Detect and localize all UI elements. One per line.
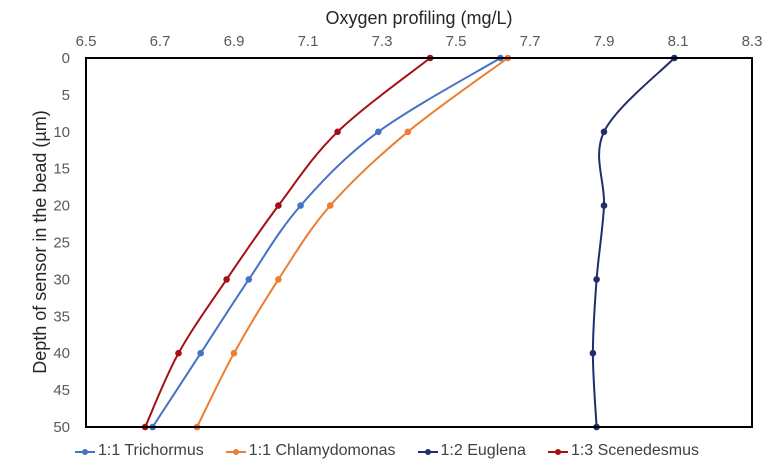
x-tick-label: 6.9 — [224, 33, 245, 50]
series-1-2-euglena — [589, 54, 678, 431]
x-tick-label: 8.3 — [742, 33, 763, 50]
y-tick-label: 35 — [53, 308, 70, 325]
y-axis-title: Depth of sensor in the bead (µm) — [30, 110, 50, 374]
data-point-1-3-scenedesmus — [275, 202, 282, 209]
x-axis-ticks: 6.5 6.7 6.9 7.1 7.3 7.5 7.7 7.9 8.1 8.3 — [76, 33, 763, 50]
data-point-1-2-euglena — [589, 349, 597, 357]
y-tick-label: 40 — [53, 345, 70, 362]
legend-line-marker-icon — [417, 445, 438, 457]
legend-item: 1:2 Euglena — [417, 440, 526, 461]
legend: 1:1 Trichormus 1:1 Chlamydomonas 1:2 Eugle… — [0, 440, 774, 461]
data-point-1-1-trichormus — [245, 276, 253, 283]
legend-item: 1:1 Trichormus — [74, 440, 204, 461]
legend-line-marker-icon — [547, 445, 568, 457]
series-1-3-scenedesmus — [141, 54, 434, 431]
x-tick-label: 7.1 — [298, 33, 319, 50]
x-axis-title: Oxygen profiling (mg/L) — [325, 8, 512, 28]
data-point-1-2-euglena — [593, 276, 600, 283]
data-point-1-3-scenedesmus — [223, 276, 230, 283]
data-point-1-3-scenedesmus — [334, 128, 341, 136]
y-tick-label: 25 — [53, 235, 70, 252]
data-point-1-2-euglena — [600, 202, 608, 209]
series-layer — [141, 54, 678, 431]
series-1-1-trichormus — [149, 54, 504, 431]
y-tick-label: 50 — [53, 419, 70, 436]
data-point-1-1-trichormus — [297, 202, 304, 209]
legend-item: 1:3 Scenedesmus — [547, 440, 700, 461]
oxygen-profile-chart: Oxygen profiling (mg/L) Depth of sensor … — [30, 8, 763, 436]
x-tick-label: 6.7 — [150, 33, 171, 50]
legend-line-marker-icon — [74, 445, 95, 457]
data-point-1-2-euglena — [600, 128, 608, 136]
y-tick-label: 15 — [53, 161, 70, 178]
data-point-1-1-trichormus — [197, 349, 204, 357]
series-line-1-2-euglena — [591, 57, 676, 428]
series-1-1-chlamydomonas — [193, 54, 512, 431]
legend-label: 1:3 Scenedesmus — [570, 441, 700, 459]
data-point-1-1-chlamydomonas — [404, 128, 412, 136]
legend-line-marker-icon — [225, 445, 246, 457]
x-tick-label: 8.1 — [668, 33, 689, 50]
x-tick-label: 7.9 — [594, 33, 615, 50]
data-point-1-1-chlamydomonas — [230, 349, 238, 357]
legend-label: 1:1 Chlamydomonas — [248, 441, 396, 459]
y-tick-label: 45 — [53, 382, 70, 399]
x-tick-label: 7.5 — [446, 33, 467, 50]
series-line-1-1-trichormus — [151, 57, 501, 428]
series-line-1-1-chlamydomonas — [196, 57, 509, 428]
data-point-1-1-trichormus — [375, 128, 382, 136]
y-tick-label: 10 — [53, 124, 70, 141]
legend-label: 1:1 Trichormus — [97, 441, 204, 459]
series-line-1-3-scenedesmus — [144, 57, 431, 428]
x-tick-label: 6.5 — [76, 33, 97, 50]
data-point-1-1-chlamydomonas — [326, 202, 334, 209]
plot-frame — [85, 57, 753, 428]
x-tick-label: 7.3 — [372, 33, 393, 50]
x-tick-label: 7.7 — [520, 33, 541, 50]
y-tick-label: 0 — [62, 50, 70, 67]
y-axis-ticks: 0 5 10 15 20 25 30 35 40 45 50 — [53, 50, 70, 436]
data-point-1-1-chlamydomonas — [275, 276, 282, 283]
data-point-1-3-scenedesmus — [175, 349, 182, 357]
legend-label: 1:2 Euglena — [440, 441, 526, 459]
legend-item: 1:1 Chlamydomonas — [225, 440, 396, 461]
y-tick-label: 30 — [53, 271, 70, 288]
y-tick-label: 20 — [53, 198, 70, 215]
y-tick-label: 5 — [62, 87, 70, 104]
